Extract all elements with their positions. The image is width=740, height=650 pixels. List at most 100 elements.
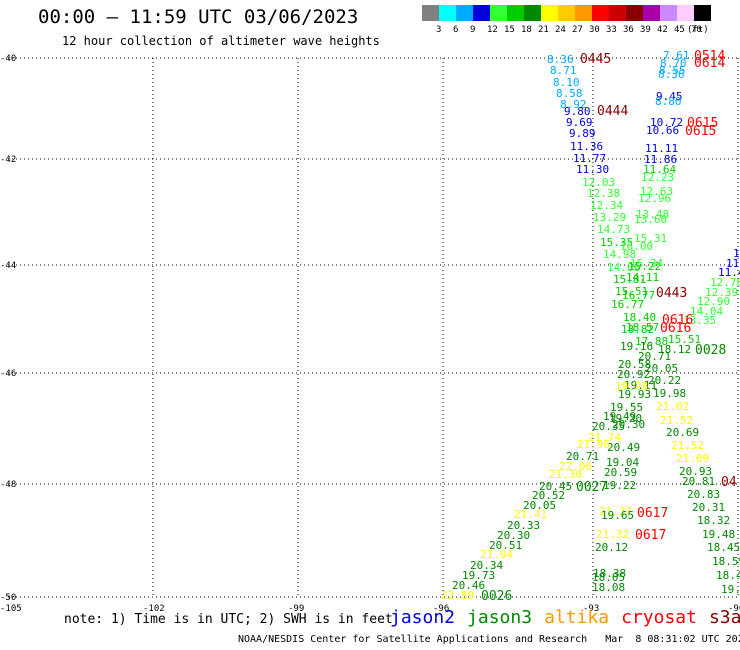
- wave-height-value: 21.32: [596, 528, 629, 541]
- wave-height-value: 18.82: [621, 323, 654, 336]
- scale-swatch: [660, 5, 677, 21]
- satellite-legend: jason2 jason3 altika cryosat s3a: [390, 607, 740, 628]
- wave-height-value: 8.80: [655, 95, 682, 108]
- wave-height-value: 19.93: [618, 388, 651, 401]
- wave-height-value: 15.35: [600, 236, 633, 249]
- pass-time-label: 0443: [656, 286, 687, 301]
- scale-label: 30: [589, 25, 600, 35]
- scale-unit: (ft): [687, 25, 709, 35]
- wave-height-value: 18.45: [707, 541, 740, 554]
- wave-height-value: 8.55: [659, 64, 686, 77]
- lat-label: -42: [0, 155, 16, 165]
- wave-height-value: 16.77: [622, 289, 655, 302]
- wave-height-value: 20.58: [618, 358, 651, 371]
- lon-label: -90: [728, 604, 740, 614]
- scale-swatch: [507, 5, 524, 21]
- wave-height-value: 19.22: [603, 479, 636, 492]
- wave-height-value: 11.30: [576, 163, 609, 176]
- wave-height-value: 20.52: [532, 489, 565, 502]
- wave-height-value: 15.51: [668, 333, 701, 346]
- wave-height-value: 12.90: [697, 295, 730, 308]
- wave-height-value: 13.48: [636, 208, 669, 221]
- scale-label: 18: [521, 25, 532, 35]
- pass-time-label: 04: [721, 475, 737, 490]
- wave-height-value: 21.74: [588, 431, 621, 444]
- wave-height-value: 19.16: [620, 340, 653, 353]
- lon-label: -102: [143, 604, 165, 614]
- wave-height-value: 19.04: [606, 456, 639, 469]
- lat-label: -48: [0, 480, 16, 490]
- wave-height-value: 20.30: [612, 418, 645, 431]
- pass-time-label: 0028: [695, 343, 726, 358]
- wave-height-value: 18.12: [658, 343, 691, 356]
- wave-height-value: 21.52: [671, 439, 704, 452]
- wave-height-value: 18.32: [697, 514, 730, 527]
- wave-height-value: 11.36: [570, 140, 603, 153]
- wave-height-value: 13.29: [593, 211, 626, 224]
- wave-height-value: 8.36: [547, 53, 574, 66]
- wave-height-value: 8.71: [550, 64, 577, 77]
- wave-height-value: 15.81: [613, 273, 646, 286]
- wave-height-value: 16.77: [611, 298, 644, 311]
- lat-label: -46: [0, 369, 16, 379]
- wave-height-value: 12.63: [640, 185, 673, 198]
- wave-height-value: 14.11: [626, 271, 659, 284]
- page-subtitle: 12 hour collection of altimeter wave hei…: [62, 34, 380, 48]
- pass-time-label: 0616: [662, 313, 693, 328]
- lat-label: -50: [0, 593, 16, 603]
- wave-height-value: 8.10: [553, 76, 580, 89]
- wave-height-value: 20.69: [666, 426, 699, 439]
- pass-time-label: 0617: [635, 528, 666, 543]
- scale-label: 45: [674, 25, 685, 35]
- pass-time-label: 0027: [576, 480, 607, 495]
- wave-height-value: 13.35: [683, 314, 716, 327]
- wave-height-value: 18.59: [712, 555, 740, 568]
- scale-label: 6: [453, 25, 459, 35]
- pass-time-label: 0445: [580, 52, 611, 67]
- scale-swatch: [558, 5, 575, 21]
- wave-height-value: 21.09: [676, 452, 709, 465]
- wave-height-value: 19.49: [603, 410, 636, 423]
- scale-swatch: [456, 5, 473, 21]
- wave-height-value: 15.51: [615, 285, 648, 298]
- wave-height-value: 21.41: [514, 508, 547, 521]
- wave-height-value: 14.73: [597, 223, 630, 236]
- wave-height-value: 19.28: [615, 380, 648, 393]
- wave-height-value: 20.92: [617, 368, 650, 381]
- wave-height-value: 21.04: [480, 548, 513, 561]
- scale-label: 42: [657, 25, 668, 35]
- wave-height-value: 13.60: [634, 213, 667, 226]
- pass-time-label: 0615: [685, 124, 716, 139]
- scale-label: 24: [555, 25, 566, 35]
- footer-credit: NOAA/NESDIS Center for Satellite Applica…: [238, 634, 740, 645]
- wave-height-value: 18.40: [623, 311, 656, 324]
- wave-height-value: 12.38: [587, 187, 620, 200]
- scale-label: 9: [470, 25, 476, 35]
- wave-height-value: 20.33: [507, 519, 540, 532]
- wave-height-value: 18.4: [716, 569, 740, 582]
- wave-height-value: 12.39: [705, 286, 738, 299]
- wave-height-value: 19.8: [721, 583, 740, 596]
- wave-height-value: 21.02: [656, 400, 689, 413]
- wave-height-value: 15.34: [630, 257, 663, 270]
- note-text: note: 1) Time is in UTC; 2) SWH is in fe…: [64, 612, 393, 627]
- wave-height-value: 20.71: [566, 450, 599, 463]
- wave-height-value: 20.45: [539, 480, 572, 493]
- wave-height-value: 11.64: [643, 163, 676, 176]
- wave-height-value: 20.05: [645, 362, 678, 375]
- page-title: 00:00 – 11:59 UTC 03/06/2023: [38, 6, 359, 28]
- scale-label: 21: [538, 25, 549, 35]
- wave-height-value: 12.03: [582, 176, 615, 189]
- legend-s3a: s3a: [708, 607, 740, 628]
- scale-swatch: [541, 5, 558, 21]
- wave-height-value: 18.05: [592, 571, 625, 584]
- wave-height-value: 19.98: [653, 387, 686, 400]
- wave-height-value: 20.05: [523, 499, 556, 512]
- wave-height-value: 18.38: [593, 567, 626, 580]
- wave-height-value: 9.80: [564, 105, 591, 118]
- pass-time-label: 0617: [637, 506, 668, 521]
- wave-height-value: 19.55: [610, 401, 643, 414]
- wave-height-value: 12.96: [638, 192, 671, 205]
- wave-height-value: 20.81: [682, 475, 715, 488]
- pass-time-label: 0444: [597, 104, 628, 119]
